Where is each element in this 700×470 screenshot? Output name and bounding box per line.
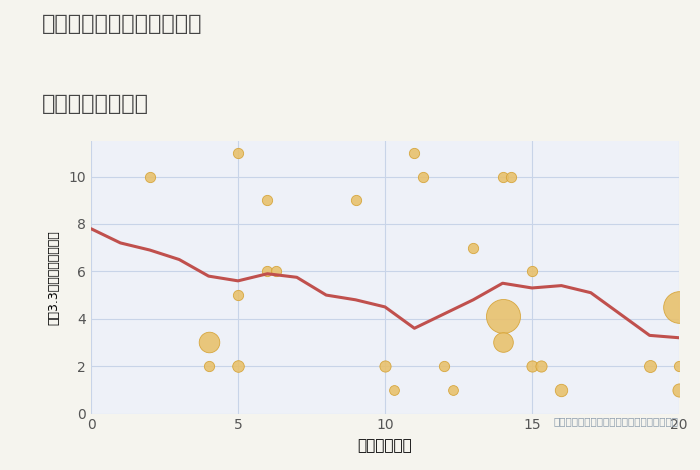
Y-axis label: 坪（3.3㎡）単価（万円）: 坪（3.3㎡）単価（万円）	[47, 230, 60, 325]
Point	[262, 196, 273, 204]
X-axis label: 駅距離（分）: 駅距離（分）	[358, 438, 412, 453]
Text: 駅距離別土地価格: 駅距離別土地価格	[42, 94, 149, 114]
Point	[389, 386, 400, 394]
Point	[144, 173, 155, 180]
Point	[497, 339, 508, 346]
Point	[271, 267, 282, 275]
Point	[536, 362, 547, 370]
Point	[644, 362, 655, 370]
Point	[468, 244, 479, 251]
Point	[673, 303, 685, 311]
Point	[350, 196, 361, 204]
Point	[438, 362, 449, 370]
Point	[526, 267, 538, 275]
Point	[232, 149, 244, 157]
Point	[526, 362, 538, 370]
Point	[418, 173, 429, 180]
Point	[262, 267, 273, 275]
Point	[379, 362, 391, 370]
Point	[409, 149, 420, 157]
Text: 兵庫県丹波市春日町東中の: 兵庫県丹波市春日町東中の	[42, 14, 202, 34]
Point	[497, 313, 508, 320]
Point	[232, 362, 244, 370]
Point	[673, 386, 685, 394]
Point	[203, 362, 214, 370]
Point	[673, 362, 685, 370]
Point	[447, 386, 458, 394]
Point	[506, 173, 517, 180]
Text: 円の大きさは、取引のあった物件面積を示す: 円の大きさは、取引のあった物件面積を示す	[554, 416, 679, 426]
Point	[203, 339, 214, 346]
Point	[497, 173, 508, 180]
Point	[232, 291, 244, 299]
Point	[556, 386, 567, 394]
